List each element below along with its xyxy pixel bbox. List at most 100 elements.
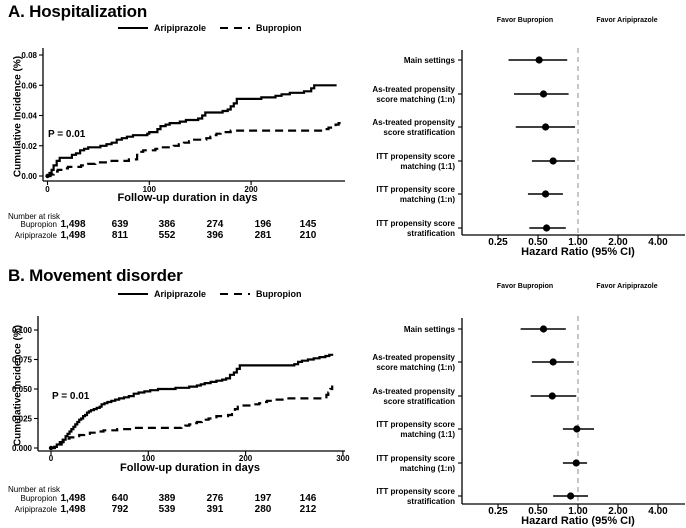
forest-row-label: ITT propensity score bbox=[376, 152, 455, 161]
risk-value: 146 bbox=[299, 493, 317, 504]
forest-point-estimate bbox=[572, 459, 580, 467]
risk-value: 396 bbox=[206, 230, 224, 241]
km-curve-aripiprazole bbox=[51, 353, 334, 450]
km-legend-a: Aripiprazole Bupropion bbox=[118, 23, 302, 33]
forest-row-label: As-treated propensity bbox=[372, 353, 455, 362]
risk-value: 389 bbox=[158, 493, 176, 504]
forest-row-label: ITT propensity score bbox=[376, 420, 455, 429]
y-axis-tick-label: 0.025 bbox=[12, 415, 33, 424]
risk-row-label: Bupropion bbox=[20, 220, 57, 229]
legend-dashed-line-sample bbox=[220, 26, 251, 30]
forest-row-label: score stratification bbox=[383, 397, 455, 406]
legend-label-aripiprazole: Aripiprazole bbox=[154, 23, 207, 33]
legend-solid-line-sample bbox=[118, 26, 148, 30]
km-curve-origin-point bbox=[48, 445, 54, 451]
forest-point-estimate bbox=[573, 425, 581, 433]
x-axis-tick-label: 2.00 bbox=[608, 237, 628, 248]
forest-row-label: matching (1:n) bbox=[400, 464, 455, 473]
risk-value: 1,498 bbox=[60, 219, 86, 230]
x-axis-tick-label: 0.50 bbox=[528, 237, 548, 248]
legend-dashed-line-sample bbox=[220, 292, 251, 296]
forest-point-estimate bbox=[541, 123, 550, 131]
risk-value: 391 bbox=[206, 504, 224, 515]
legend-label-aripiprazole: Aripiprazole bbox=[154, 289, 207, 299]
x-axis-tick-label: 200 bbox=[244, 185, 258, 194]
forest-row-label: stratification bbox=[407, 497, 455, 506]
km-curve-aripiprazole bbox=[47, 84, 337, 178]
p-value-label-b: P = 0.01 bbox=[52, 391, 90, 402]
forest-row-label: score stratification bbox=[383, 128, 455, 137]
forest-row-label: Main settings bbox=[404, 56, 456, 65]
forest-plot-a: 0.25 0.50 1.00 2.00 4.00 Main settings As-trea… bbox=[372, 48, 685, 248]
y-axis-tick-label: 0.08 bbox=[21, 51, 37, 60]
km-curve-bupropion bbox=[51, 385, 334, 450]
risk-value: 196 bbox=[254, 219, 272, 230]
x-axis-tick-label: 0.50 bbox=[528, 506, 548, 517]
risk-row-label: Bupropion bbox=[20, 494, 57, 503]
risk-value: 281 bbox=[254, 230, 272, 241]
forest-point-estimate bbox=[549, 157, 557, 165]
favor-right-header-a: Favor Aripiprazole bbox=[596, 17, 658, 24]
risk-value: 212 bbox=[299, 504, 317, 515]
risk-value: 274 bbox=[206, 219, 224, 230]
x-axis-tick-label: 0.25 bbox=[488, 237, 508, 248]
risk-value: 197 bbox=[254, 493, 272, 504]
y-axis-tick-label: 0.06 bbox=[21, 81, 37, 90]
forest-row-label: matching (1:n) bbox=[400, 195, 455, 204]
panel-b-title: B. Movement disorder bbox=[8, 266, 183, 285]
risk-value: 539 bbox=[158, 504, 176, 515]
risk-value: 1,498 bbox=[60, 230, 86, 241]
forest-point-estimate bbox=[549, 358, 557, 366]
forest-row-label: ITT propensity score bbox=[376, 487, 455, 496]
y-axis-tick-label: 0.00 bbox=[21, 172, 37, 181]
forest-plot-b: 0.25 0.50 1.00 2.00 4.00 Main settings As-trea… bbox=[372, 316, 685, 517]
x-axis-label-a: Follow-up duration in days bbox=[117, 192, 258, 204]
forest-row-label: ITT propensity score bbox=[376, 219, 455, 228]
p-value-label-a: P = 0.01 bbox=[48, 129, 86, 140]
risk-value: 145 bbox=[299, 219, 317, 230]
forest-point-estimate bbox=[542, 224, 551, 232]
risk-value: 280 bbox=[254, 504, 272, 515]
risk-value: 792 bbox=[111, 504, 129, 515]
x-axis-tick-label: 4.00 bbox=[648, 237, 668, 248]
risk-row-label: Aripiprazole bbox=[14, 231, 57, 240]
km-chart-a: 0.00 0.02 0.04 0.06 0.08 0 100 200 bbox=[21, 48, 345, 194]
forest-row-label: As-treated propensity bbox=[372, 387, 455, 396]
risk-value: 640 bbox=[111, 493, 129, 504]
risk-value: 210 bbox=[299, 230, 317, 241]
x-axis-tick-label: 100 bbox=[142, 454, 156, 463]
risk-value: 1,498 bbox=[60, 493, 86, 504]
forest-row-label: As-treated propensity bbox=[372, 118, 455, 127]
km-curve-origin-point bbox=[45, 173, 50, 179]
forest-point-estimate bbox=[535, 56, 543, 64]
risk-table-title-b: Number at risk bbox=[8, 485, 61, 494]
legend-label-bupropion: Bupropion bbox=[256, 289, 302, 299]
y-axis-tick-label: 0.04 bbox=[21, 112, 37, 121]
x-axis-tick-label: 1.00 bbox=[568, 506, 588, 517]
risk-value: 386 bbox=[158, 219, 176, 230]
risk-row-label: Aripiprazole bbox=[14, 505, 57, 514]
forest-row-label: matching (1:1) bbox=[400, 430, 455, 439]
forest-row-label: score matching (1:n) bbox=[376, 95, 455, 104]
x-axis-tick-label: 0 bbox=[45, 185, 50, 194]
forest-row-label: matching (1:1) bbox=[400, 162, 455, 171]
forest-row-label: Main settings bbox=[404, 325, 456, 334]
x-axis-tick-label: 2.00 bbox=[608, 506, 628, 517]
forest-x-axis-label-a: Hazard Ratio (95% CI) bbox=[521, 246, 635, 258]
risk-table-title-a: Number at risk bbox=[8, 212, 61, 221]
favor-left-header-b: Favor Bupropion bbox=[496, 283, 554, 290]
y-axis-tick-label: 0.100 bbox=[12, 326, 33, 335]
forest-point-estimate bbox=[567, 492, 575, 500]
x-axis-tick-label: 100 bbox=[143, 185, 157, 194]
x-axis-tick-label: 4.00 bbox=[648, 506, 668, 517]
x-axis-label-b: Follow-up duration in days bbox=[120, 462, 260, 474]
forest-row-label: ITT propensity score bbox=[376, 454, 455, 463]
forest-point-estimate bbox=[539, 325, 548, 333]
x-axis-tick-label: 0.25 bbox=[488, 506, 508, 517]
y-axis-tick-label: 0.075 bbox=[12, 356, 33, 365]
favor-left-header-a: Favor Bupropion bbox=[496, 17, 554, 24]
km-chart-b: 0.000 0.025 0.050 0.075 0.100 0 100 200 300 bbox=[12, 316, 350, 463]
forest-row-label: stratification bbox=[407, 229, 455, 238]
km-legend-b: Aripiprazole Bupropion bbox=[118, 289, 302, 299]
